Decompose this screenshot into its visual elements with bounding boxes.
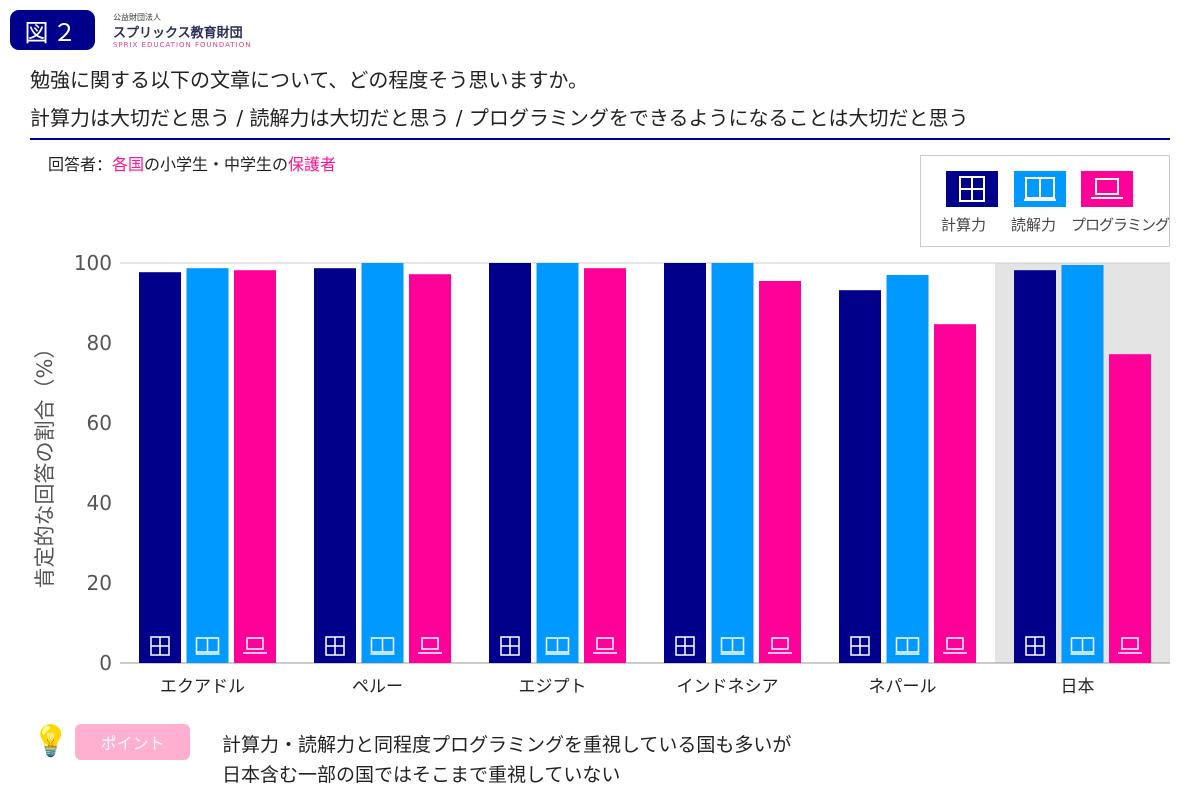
org-type: 公益財団法人 — [113, 13, 161, 22]
bar — [409, 274, 451, 663]
x-tick-label: エクアドル — [160, 677, 245, 697]
respondents-prefix: 回答者： — [48, 155, 113, 174]
bar — [1061, 265, 1104, 663]
calculator-icon — [946, 171, 998, 207]
bar — [886, 275, 929, 663]
y-tick-label: 60 — [87, 411, 112, 435]
bar — [361, 263, 404, 663]
note-line-2: 日本含む一部の国ではそこまで重視していない — [222, 764, 621, 786]
bar — [584, 268, 626, 663]
laptop-icon — [771, 637, 789, 650]
respondents-parents: 保護者 — [288, 155, 337, 174]
x-tick-label: 日本 — [1061, 677, 1095, 697]
bar — [1109, 354, 1151, 663]
bar — [186, 268, 229, 663]
y-tick-label: 40 — [87, 491, 112, 515]
book-icon — [1014, 171, 1066, 207]
legend-label-programming: プログラミング — [1071, 216, 1170, 234]
legend-label-calc: 計算力 — [941, 216, 987, 234]
respondents-countries: 各国 — [112, 155, 145, 174]
legend: 計算力 読解力 プログラミング — [920, 155, 1170, 247]
bar — [934, 324, 976, 663]
x-tick-label: ペルー — [352, 677, 403, 697]
figure-label: 図２ — [10, 10, 95, 50]
x-tick-label: インドネシア — [677, 677, 779, 697]
x-tick-label: ネパール — [869, 677, 937, 697]
bar — [234, 270, 276, 663]
y-axis-label: 肯定的な回答の割合（%） — [33, 338, 57, 589]
laptop-icon — [596, 637, 614, 650]
question-items: 計算力は大切だと思う / 読解力は大切だと思う / プログラミングをできるように… — [30, 106, 969, 130]
bar — [139, 272, 181, 663]
laptop-icon — [1121, 637, 1139, 650]
bar — [759, 281, 801, 663]
org-logo-name: スプリックス教育財団 — [113, 26, 243, 41]
org-logo-english: SPRIX EDUCATION FOUNDATION — [113, 41, 252, 49]
legend-label-reading: 読解力 — [1011, 216, 1057, 234]
point-badge: ポイント — [75, 724, 190, 760]
y-tick-label: 20 — [87, 571, 112, 595]
laptop-icon — [1081, 171, 1133, 207]
bar — [711, 263, 754, 663]
y-tick-label: 100 — [74, 251, 112, 275]
lightbulb-icon: 💡 — [32, 724, 70, 759]
laptop-icon — [246, 637, 264, 650]
bar-chart: 0 20 40 60 80 100 肯定的な回答の割合（%） エクアドル ペルー エジプト インドネ… — [33, 251, 1170, 697]
laptop-icon — [421, 637, 439, 650]
laptop-icon — [946, 637, 964, 650]
respondents: 回答者：各国の小学生・中学生の保護者 — [48, 151, 336, 175]
note-line-1: 計算力・読解力と同程度プログラミングを重視している国も多いが — [222, 734, 792, 756]
bar — [664, 263, 706, 663]
x-tick-label: エジプト — [519, 677, 587, 697]
bar — [1014, 270, 1056, 663]
y-tick-label: 0 — [99, 651, 112, 675]
bar — [314, 268, 356, 663]
bar — [536, 263, 579, 663]
respondents-students: の小学生・中学生の — [144, 155, 289, 174]
y-tick-label: 80 — [87, 331, 112, 355]
question-text: 勉強に関する以下の文章について、どの程度そう思いますか。 — [30, 68, 588, 92]
divider — [30, 138, 1170, 140]
bar — [489, 263, 531, 663]
bar — [839, 290, 881, 663]
